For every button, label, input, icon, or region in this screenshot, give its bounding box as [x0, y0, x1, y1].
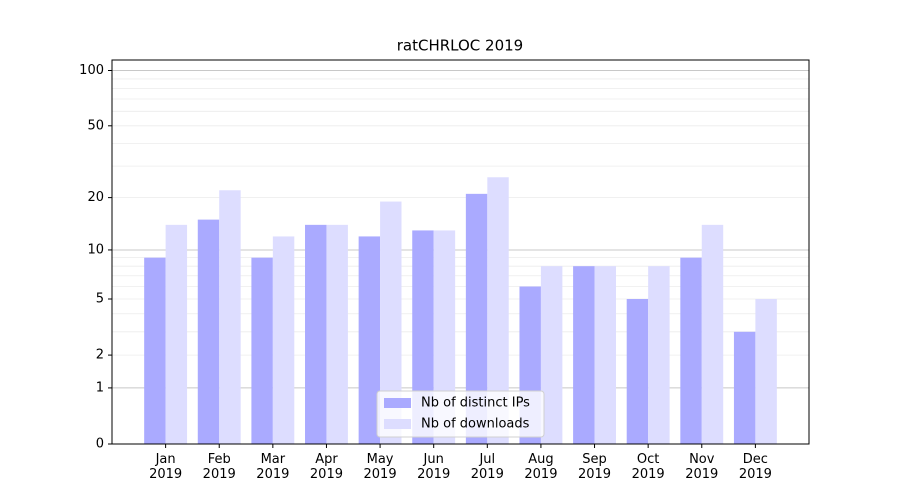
bar	[648, 266, 670, 444]
y-tick-label: 1	[96, 380, 104, 395]
y-tick-label: 50	[87, 118, 104, 133]
x-tick-label: Aug 2019	[524, 452, 558, 482]
bar	[573, 266, 595, 444]
y-tick-label: 5	[96, 291, 104, 306]
y-tick-label: 10	[87, 242, 104, 257]
legend-swatch	[384, 419, 411, 429]
x-tick-label-box: Aug 2019	[524, 452, 558, 482]
x-tick-label-box: Jul 2019	[470, 452, 504, 482]
bar	[165, 224, 188, 444]
y-tick-label: 2	[96, 348, 104, 363]
bar	[755, 298, 777, 444]
x-tick-label-box: Jun 2019	[417, 452, 451, 482]
bar	[540, 266, 563, 444]
legend-label: Nb of downloads	[421, 417, 530, 432]
bar	[219, 190, 241, 444]
bar	[380, 201, 402, 444]
legend-label: Nb of distinct IPs	[421, 396, 530, 411]
x-tick-label: Nov 2019	[685, 452, 719, 482]
plot-frame	[111, 59, 810, 445]
x-tick-label: Mar 2019	[256, 452, 290, 482]
bar	[305, 224, 327, 444]
x-tick-label-box: Sep 2019	[577, 452, 612, 482]
bar	[251, 257, 273, 444]
legend-swatch	[384, 398, 411, 408]
x-tick-label: Jun 2019	[417, 452, 451, 482]
x-tick-label-box: Nov 2019	[685, 452, 719, 482]
chart-title: ratCHRLOC 2019	[397, 37, 523, 55]
x-tick-label: Apr 2019	[309, 452, 343, 482]
x-tick-label: Oct 2019	[631, 452, 665, 482]
y-tick-label: 20	[87, 190, 104, 205]
x-tick-label-box: May 2019	[363, 452, 397, 482]
x-tick-label: Jan 2019	[149, 452, 183, 482]
bar	[594, 266, 616, 444]
bar	[626, 298, 649, 444]
bar	[358, 236, 381, 444]
x-tick-label: Feb 2019	[202, 452, 236, 482]
x-tick-label-box: Jan 2019	[149, 452, 183, 482]
x-tick-label-box: Oct 2019	[631, 452, 665, 482]
y-tick-label: 0	[96, 437, 104, 452]
x-tick-label: Sep 2019	[577, 452, 612, 482]
x-tick-label: May 2019	[363, 452, 397, 482]
bar	[326, 224, 348, 444]
bar	[272, 236, 295, 444]
bar	[680, 257, 702, 444]
x-tick-label: Dec 2019	[738, 452, 772, 482]
bar	[701, 224, 724, 444]
bar	[197, 219, 220, 444]
bar	[487, 177, 509, 445]
x-tick-label: Jul 2019	[470, 452, 504, 482]
x-tick-label-box: Feb 2019	[202, 452, 236, 482]
x-tick-label-box: Mar 2019	[256, 452, 290, 482]
y-tick-label: 100	[79, 63, 104, 78]
x-tick-label-box: Dec 2019	[738, 452, 772, 482]
bar	[465, 193, 488, 444]
legend-box	[376, 390, 545, 438]
x-tick-label-box: Apr 2019	[309, 452, 343, 482]
bar	[144, 257, 166, 444]
bar	[733, 331, 756, 444]
